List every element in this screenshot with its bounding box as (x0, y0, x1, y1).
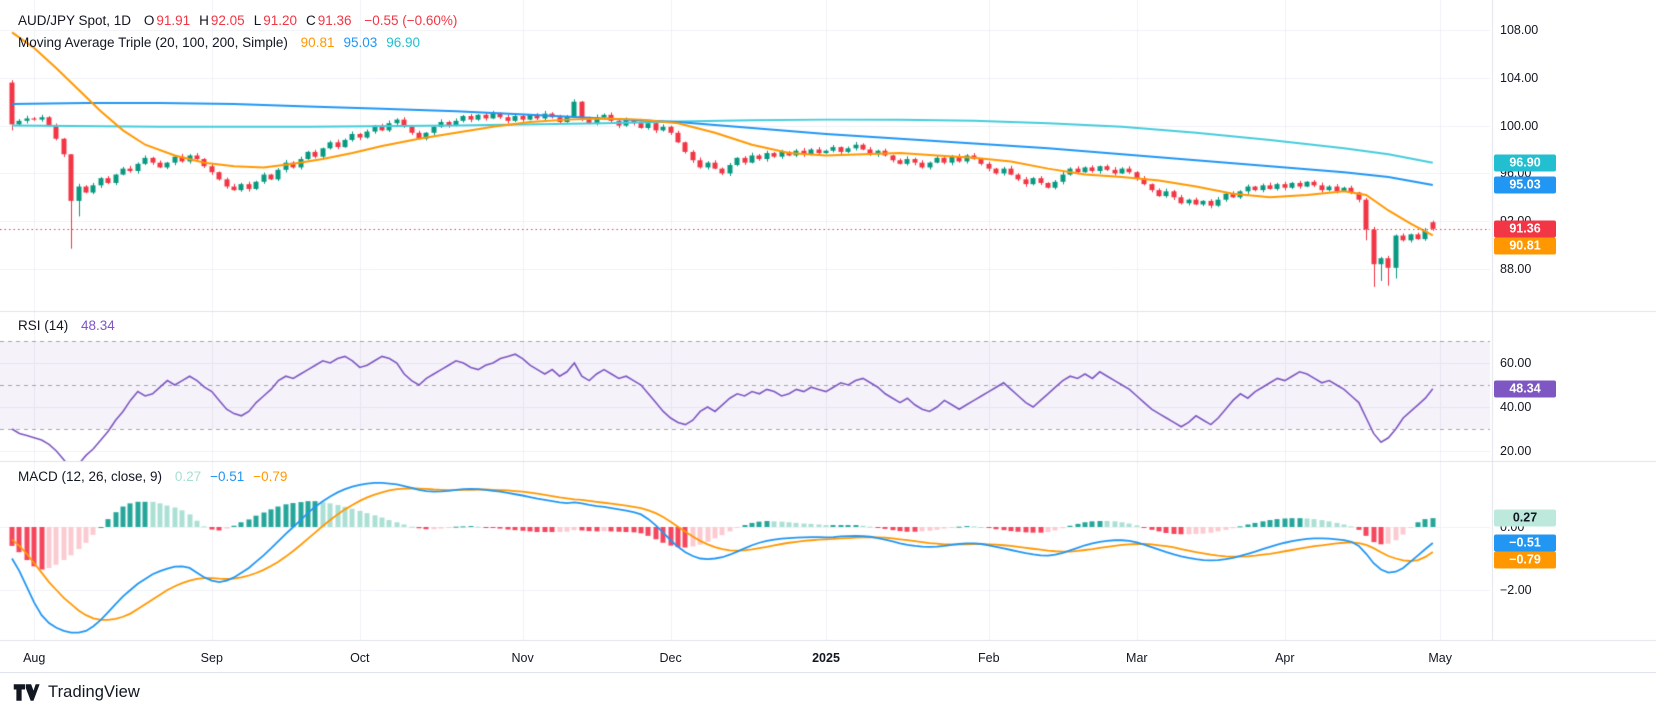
price-axis-label: 88.00 (1500, 262, 1532, 276)
time-axis-label-Mar: Mar (1126, 651, 1148, 665)
symbol-title: AUD/JPY Spot, 1D (18, 13, 132, 28)
rsi-legend-label: RSI (14) (18, 318, 69, 333)
ohlc-value: 92.05 (210, 13, 245, 28)
ohlc-value: 91.36 (317, 13, 352, 28)
axis-badge-95.03: 95.03 (1494, 176, 1556, 194)
time-axis-label-Feb: Feb (978, 651, 1000, 665)
ma-legend-row[interactable]: Moving Average Triple (20, 100, 200, Sim… (18, 35, 420, 50)
indicator-value: −0.51 (210, 469, 245, 484)
time-axis-label-Sep: Sep (200, 651, 223, 665)
macd-legend-row[interactable]: MACD (12, 26, close, 9) 0.27 −0.51 −0.79 (18, 469, 287, 484)
tradingview-brand-text: TradingView (48, 683, 140, 701)
rsi-axis-label: 60.00 (1500, 356, 1532, 370)
macd-values: 0.27 −0.51 −0.79 (166, 469, 288, 484)
time-axis-label-Aug: Aug (23, 651, 46, 665)
axis-badge-96.90: 96.90 (1494, 154, 1556, 172)
axis-badge-rsi: 48.34 (1494, 380, 1556, 398)
indicator-value: 95.03 (343, 35, 378, 50)
axis-badge-−0.79: −0.79 (1494, 551, 1556, 569)
ohlc-label: C (306, 13, 316, 28)
ohlc-value: 91.20 (263, 13, 297, 28)
change-value: −0.55 (−0.60%) (364, 13, 458, 28)
indicator-value: 0.27 (174, 469, 202, 484)
rsi-axis-label: 20.00 (1500, 444, 1532, 458)
ma-values: 90.81 95.03 96.90 (292, 35, 420, 50)
macd-axis-label: −2.00 (1500, 583, 1532, 597)
ohlc-value: 91.91 (156, 13, 191, 28)
price-axis-label: 104.00 (1500, 70, 1539, 85)
symbol-legend-row[interactable]: AUD/JPY Spot, 1D O 91.91 H 92.05 L 91.20 C 91.3… (18, 13, 457, 28)
price-axis-label: 108.00 (1500, 23, 1539, 37)
time-axis-label-Nov: Nov (511, 651, 534, 665)
time-axis-label-Dec: Dec (659, 651, 682, 665)
ohlc-label: O (143, 13, 155, 28)
ohlc-label: L (253, 13, 262, 28)
ohlc-values: O 91.91 H 92.05 L 91.20 C 91.36 (135, 13, 352, 28)
tradingview-attribution[interactable]: TradingView (13, 681, 140, 704)
rsi-axis-label: 40.00 (1500, 400, 1532, 414)
indicator-value: 96.90 (386, 35, 421, 50)
ma-legend-label: Moving Average Triple (20, 100, 200, Sim… (18, 35, 288, 50)
time-axis-label-Apr: Apr (1275, 651, 1295, 665)
indicator-value: −0.79 (253, 469, 288, 484)
tradingview-logo-icon (13, 684, 40, 701)
axis-badge-90.81: 90.81 (1494, 237, 1556, 255)
time-axis-label-Oct: Oct (350, 651, 370, 665)
indicator-value: 90.81 (300, 35, 335, 50)
axis-badge-0.27: 0.27 (1494, 509, 1556, 527)
axis-badge-91.36: 91.36 (1494, 220, 1556, 238)
macd-legend-label: MACD (12, 26, close, 9) (18, 469, 163, 484)
axis-badge-−0.51: −0.51 (1494, 534, 1556, 552)
time-axis-label-May: May (1428, 651, 1452, 665)
widget-bottom-border (0, 672, 1656, 673)
time-axis-label-2025: 2025 (812, 651, 840, 665)
rsi-legend-value: 48.34 (81, 318, 115, 333)
ohlc-label: H (199, 13, 209, 28)
rsi-legend-row[interactable]: RSI (14) 48.34 (18, 318, 115, 333)
price-axis-label: 100.00 (1500, 118, 1539, 133)
